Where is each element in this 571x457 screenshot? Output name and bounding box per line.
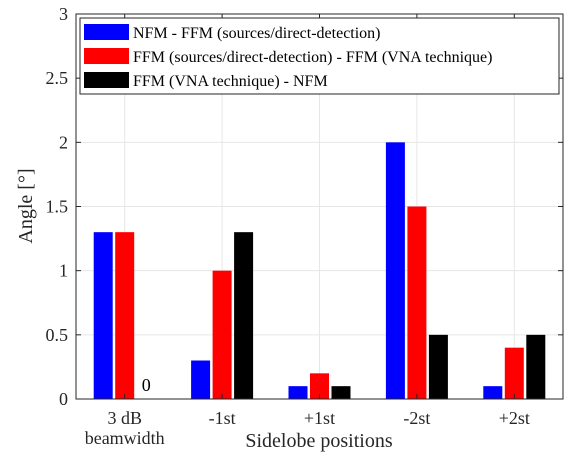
- bar: [93, 232, 113, 399]
- legend-box: [79, 17, 560, 95]
- bar: [191, 360, 211, 399]
- bar: [288, 386, 308, 399]
- legend: NFM - FFM (sources/direct-detection) FFM …: [79, 17, 560, 95]
- bar: [526, 334, 546, 399]
- x-axis-label: Sidelobe positions: [245, 430, 392, 452]
- bar: [331, 386, 351, 399]
- bar: [310, 373, 329, 399]
- bar: [212, 270, 232, 399]
- y-axis: 0 0.5 1 1.5 2 2.5 3: [46, 4, 563, 409]
- bar: [385, 142, 405, 400]
- bar: [504, 347, 524, 399]
- y-tick-label: 1: [59, 261, 68, 281]
- x-tick-label: -2st: [403, 408, 430, 428]
- y-tick-label: 3: [59, 4, 68, 24]
- bar: [115, 232, 135, 399]
- y-axis-label: Angle [°]: [15, 168, 37, 243]
- y-tick-label: 2: [59, 132, 68, 152]
- bars: 0: [93, 142, 546, 400]
- legend-label: NFM - FFM (sources/direct-detection): [133, 25, 381, 42]
- y-tick-label: 1.5: [46, 197, 69, 217]
- y-tick-label: 0.5: [46, 325, 69, 345]
- x-tick-label: beamwidth: [85, 428, 165, 448]
- y-tick-label: 0: [59, 389, 68, 409]
- bar: [234, 232, 254, 399]
- bar: [428, 334, 448, 399]
- x-tick-label: 3 dB: [107, 408, 142, 428]
- legend-label: FFM (VNA technique) - NFM: [133, 73, 328, 90]
- y-tick-label: 2.5: [46, 68, 69, 88]
- legend-swatch: [84, 24, 129, 40]
- legend-swatch: [84, 48, 129, 64]
- x-tick-label: -1st: [209, 408, 236, 428]
- bar: [483, 386, 503, 399]
- legend-label: FFM (sources/direct-detection) - FFM (VN…: [133, 49, 492, 66]
- data-label: 0: [142, 375, 151, 395]
- legend-swatch: [84, 72, 129, 88]
- bar: [407, 206, 427, 399]
- x-tick-label: +2st: [499, 408, 530, 428]
- x-tick-label: +1st: [304, 408, 335, 428]
